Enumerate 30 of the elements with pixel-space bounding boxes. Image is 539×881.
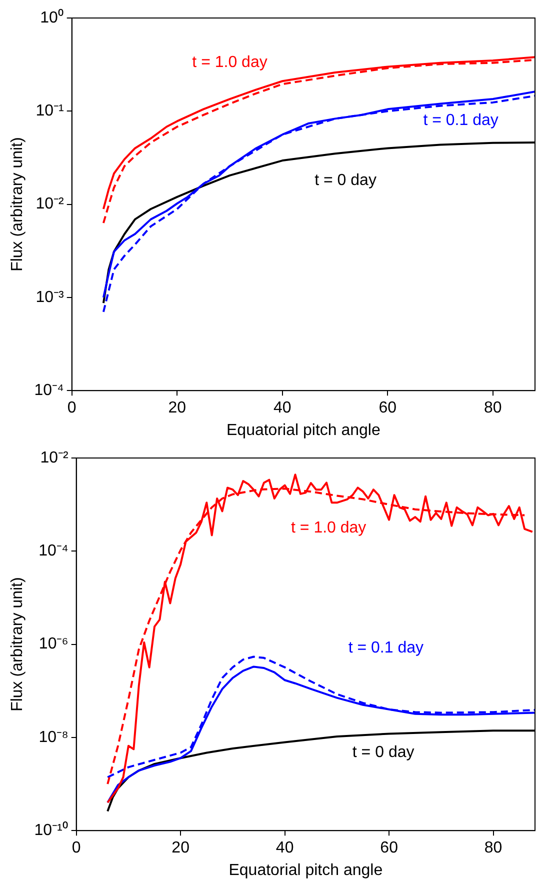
x-axis-title: Equatorial pitch angle <box>228 862 383 879</box>
y-tick-label: 10⁻² <box>40 449 69 466</box>
x-tick-label: 0 <box>67 400 76 417</box>
y-tick-label: 10⁻¹⁰ <box>34 821 68 840</box>
series-label: t = 0.1 day <box>423 112 498 129</box>
x-tick-label: 0 <box>72 840 81 857</box>
x-tick-label: 40 <box>273 400 292 417</box>
x-tick-label: 20 <box>168 400 186 417</box>
y-tick-label: 10⁻⁴ <box>34 382 64 400</box>
x-tick-label: 20 <box>172 840 190 857</box>
x-tick-label: 80 <box>484 400 502 417</box>
x-tick-label: 60 <box>380 840 398 857</box>
y-axis-title: Flux (arbitrary unit) <box>9 577 26 712</box>
series-label: t = 1.0 day <box>192 54 268 72</box>
text: t = 0.1 day <box>348 640 424 657</box>
y-axis-title: Flux (arbitrary unit) <box>9 137 26 272</box>
series-label: t = 1.0 day <box>291 519 366 536</box>
x-tick-label: 40 <box>276 840 294 857</box>
y-tick-label: 10⁻⁸ <box>38 728 68 746</box>
series-label: t = 0 day <box>352 744 414 762</box>
y-tick-label: 10⁻⁶ <box>38 636 68 653</box>
y-tick-label: 10⁻¹ <box>36 102 64 120</box>
x-tick-label: 80 <box>484 840 502 857</box>
x-axis-title: Equatorial pitch angle <box>226 422 380 439</box>
y-tick-label: 10⁻⁴ <box>38 542 68 560</box>
y-tick-label: 10⁻² <box>36 196 65 213</box>
x-tick-label: 60 <box>378 400 397 417</box>
series-label: t = 0 day <box>314 172 376 189</box>
y-tick-label: 10⁰ <box>40 8 64 26</box>
y-tick-label: 10⁻³ <box>36 288 65 306</box>
